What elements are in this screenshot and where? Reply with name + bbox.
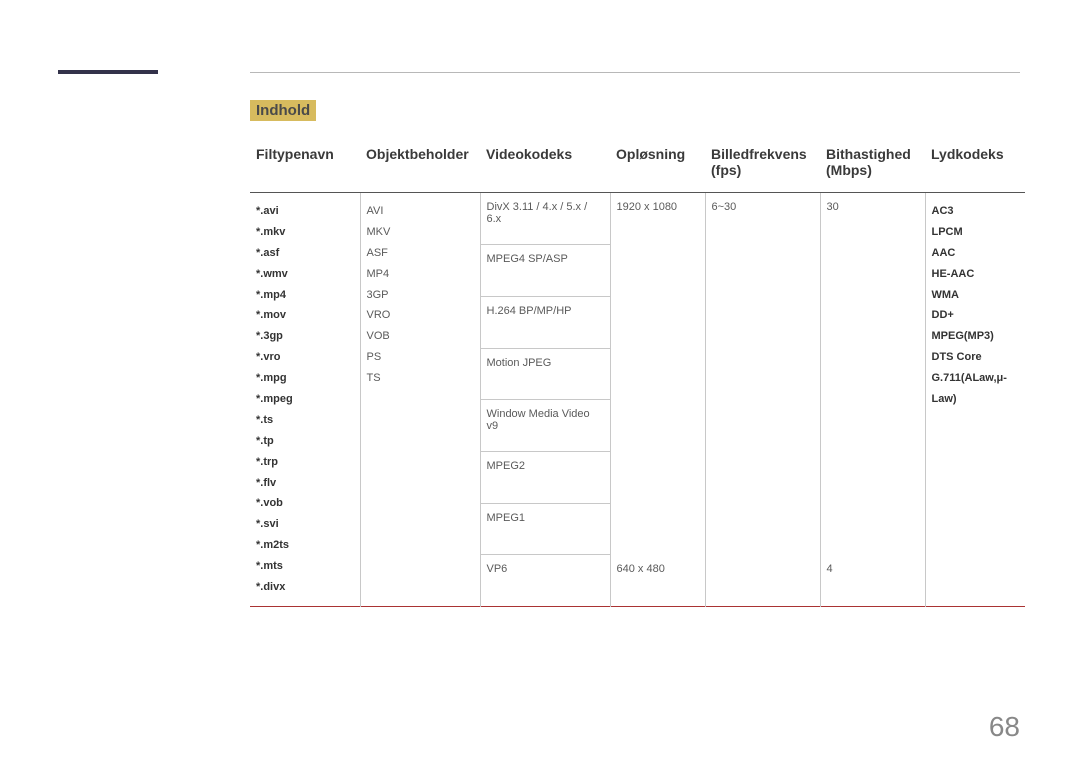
container-item: ASF bbox=[367, 243, 474, 264]
spec-table: Filtypenavn Objektbeholder Videokodeks O… bbox=[250, 140, 1020, 607]
ext-item: *.divx bbox=[256, 577, 354, 598]
container-item: VRO bbox=[367, 305, 474, 326]
ext-item: *.trp bbox=[256, 452, 354, 473]
cell-vcodec: MPEG1 bbox=[480, 503, 610, 555]
audio-item: MPEG(MP3) bbox=[932, 326, 1020, 347]
ext-item: *.mpg bbox=[256, 368, 354, 389]
ext-item: *.mp4 bbox=[256, 285, 354, 306]
cell-vcodec: H.264 BP/MP/HP bbox=[480, 296, 610, 348]
col-videocodec: Videokodeks bbox=[480, 140, 610, 193]
cell-bitrate-1: 30 bbox=[820, 193, 925, 555]
cell-vcodec: Motion JPEG bbox=[480, 348, 610, 400]
ext-item: *.mov bbox=[256, 305, 354, 326]
audio-item: LPCM bbox=[932, 222, 1020, 243]
cell-bitrate-2: 4 bbox=[820, 555, 925, 607]
ext-item: *.tp bbox=[256, 431, 354, 452]
ext-item: *.vro bbox=[256, 347, 354, 368]
container-item: 3GP bbox=[367, 285, 474, 306]
col-filetype: Filtypenavn bbox=[250, 140, 360, 193]
ext-item: *.ts bbox=[256, 410, 354, 431]
col-resolution: Opløsning bbox=[610, 140, 705, 193]
container-item: TS bbox=[367, 368, 474, 389]
audio-item: AAC bbox=[932, 243, 1020, 264]
col-bitrate: Bithastighed (Mbps) bbox=[820, 140, 925, 193]
col-audiocodec: Lydkodeks bbox=[925, 140, 1025, 193]
accent-bar bbox=[58, 70, 158, 74]
cell-containers: AVI MKV ASF MP4 3GP VRO VOB PS TS bbox=[360, 193, 480, 606]
cell-vcodec: DivX 3.11 / 4.x / 5.x / 6.x bbox=[480, 193, 610, 245]
cell-vcodec: VP6 bbox=[480, 555, 610, 607]
section-title: Indhold bbox=[250, 100, 316, 121]
cell-vcodec: Window Media Video v9 bbox=[480, 400, 610, 452]
ext-item: *.3gp bbox=[256, 326, 354, 347]
ext-item: *.mts bbox=[256, 556, 354, 577]
header-row: Filtypenavn Objektbeholder Videokodeks O… bbox=[250, 140, 1025, 193]
audio-item: AC3 bbox=[932, 201, 1020, 222]
audio-item: HE-AAC bbox=[932, 264, 1020, 285]
ext-item: *.m2ts bbox=[256, 535, 354, 556]
col-container: Objektbeholder bbox=[360, 140, 480, 193]
page: Indhold Filtypenavn Objektbeholder Video… bbox=[0, 0, 1080, 763]
section-title-wrap: Indhold bbox=[250, 100, 316, 121]
table-row: *.avi *.mkv *.asf *.wmv *.mp4 *.mov *.3g… bbox=[250, 193, 1025, 245]
container-item: PS bbox=[367, 347, 474, 368]
cell-vcodec: MPEG4 SP/ASP bbox=[480, 245, 610, 297]
cell-res-1: 1920 x 1080 bbox=[610, 193, 705, 555]
col-fps: Billedfrekvens (fps) bbox=[705, 140, 820, 193]
container-item: AVI bbox=[367, 201, 474, 222]
audio-item: DTS Core bbox=[932, 347, 1020, 368]
cell-extensions: *.avi *.mkv *.asf *.wmv *.mp4 *.mov *.3g… bbox=[250, 193, 360, 606]
cell-res-2: 640 x 480 bbox=[610, 555, 705, 607]
ext-item: *.svi bbox=[256, 514, 354, 535]
container-item: VOB bbox=[367, 326, 474, 347]
audio-item: WMA bbox=[932, 285, 1020, 306]
ext-item: *.asf bbox=[256, 243, 354, 264]
ext-item: *.wmv bbox=[256, 264, 354, 285]
container-item: MKV bbox=[367, 222, 474, 243]
cell-vcodec: MPEG2 bbox=[480, 451, 610, 503]
ext-item: *.avi bbox=[256, 201, 354, 222]
ext-item: *.mpeg bbox=[256, 389, 354, 410]
audio-item: DD+ bbox=[932, 305, 1020, 326]
container-item: MP4 bbox=[367, 264, 474, 285]
audio-item: G.711(ALaw,μ-Law) bbox=[932, 368, 1020, 410]
ext-item: *.vob bbox=[256, 493, 354, 514]
ext-item: *.flv bbox=[256, 473, 354, 494]
cell-audio: AC3 LPCM AAC HE-AAC WMA DD+ MPEG(MP3) DT… bbox=[925, 193, 1025, 606]
cell-fps-1: 6~30 bbox=[705, 193, 820, 606]
top-rule bbox=[250, 72, 1020, 73]
ext-item: *.mkv bbox=[256, 222, 354, 243]
page-number: 68 bbox=[989, 711, 1020, 743]
